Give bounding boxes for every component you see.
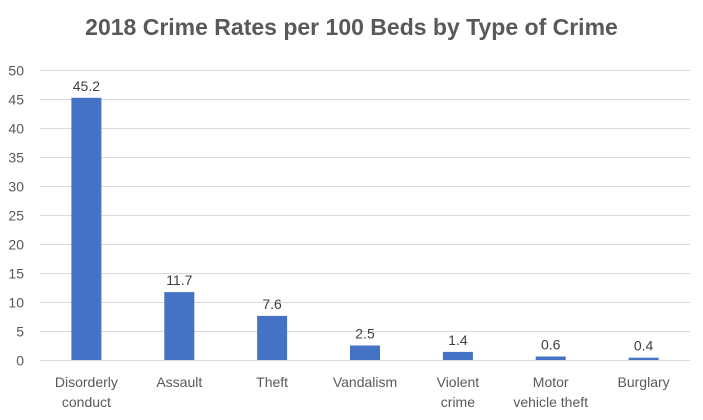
y-tick-label: 20 [8,237,24,253]
y-tick-label: 50 [8,63,24,79]
x-axis-labels: Disorderly conduct Assault Theft Vandalism Vi… [55,374,670,410]
bar [164,292,195,360]
data-label: 1.4 [448,332,468,348]
bars [71,97,659,361]
data-labels: 45.2 11.7 7.6 2.5 1.4 0.6 0.4 [73,78,654,354]
x-tick-label: Motor vehicle theft [513,374,588,410]
y-axis-ticks: 0 5 10 15 20 25 30 35 40 45 50 [8,63,24,369]
y-tick-label: 40 [8,121,24,137]
data-label: 0.6 [541,337,561,353]
x-tick-label: Assault [156,374,202,390]
y-tick-label: 15 [8,266,24,282]
y-tick-label: 25 [8,208,24,224]
bar [535,356,566,360]
chart-title: 2018 Crime Rates per 100 Beds by Type of… [85,14,618,40]
data-label: 7.6 [262,296,282,312]
gridlines [40,70,690,361]
data-label: 45.2 [73,78,100,94]
data-label: 11.7 [166,272,192,288]
bar [442,351,473,360]
x-tick-label: Violent crime [437,374,480,410]
y-tick-label: 30 [8,179,24,195]
bar [257,315,288,360]
bar [350,345,380,360]
data-label: 2.5 [355,326,375,342]
y-tick-label: 0 [16,353,24,369]
data-label: 0.4 [634,338,654,354]
x-tick-label: Vandalism [333,374,397,390]
y-tick-label: 10 [8,295,24,311]
bar [628,357,659,360]
bar [71,97,102,361]
y-tick-label: 45 [8,92,24,108]
y-tick-label: 5 [16,324,24,340]
x-tick-label: Burglary [618,374,670,390]
y-tick-label: 35 [8,150,24,166]
x-tick-label: Disorderly conduct [55,374,118,410]
x-tick-label: Theft [256,374,288,390]
